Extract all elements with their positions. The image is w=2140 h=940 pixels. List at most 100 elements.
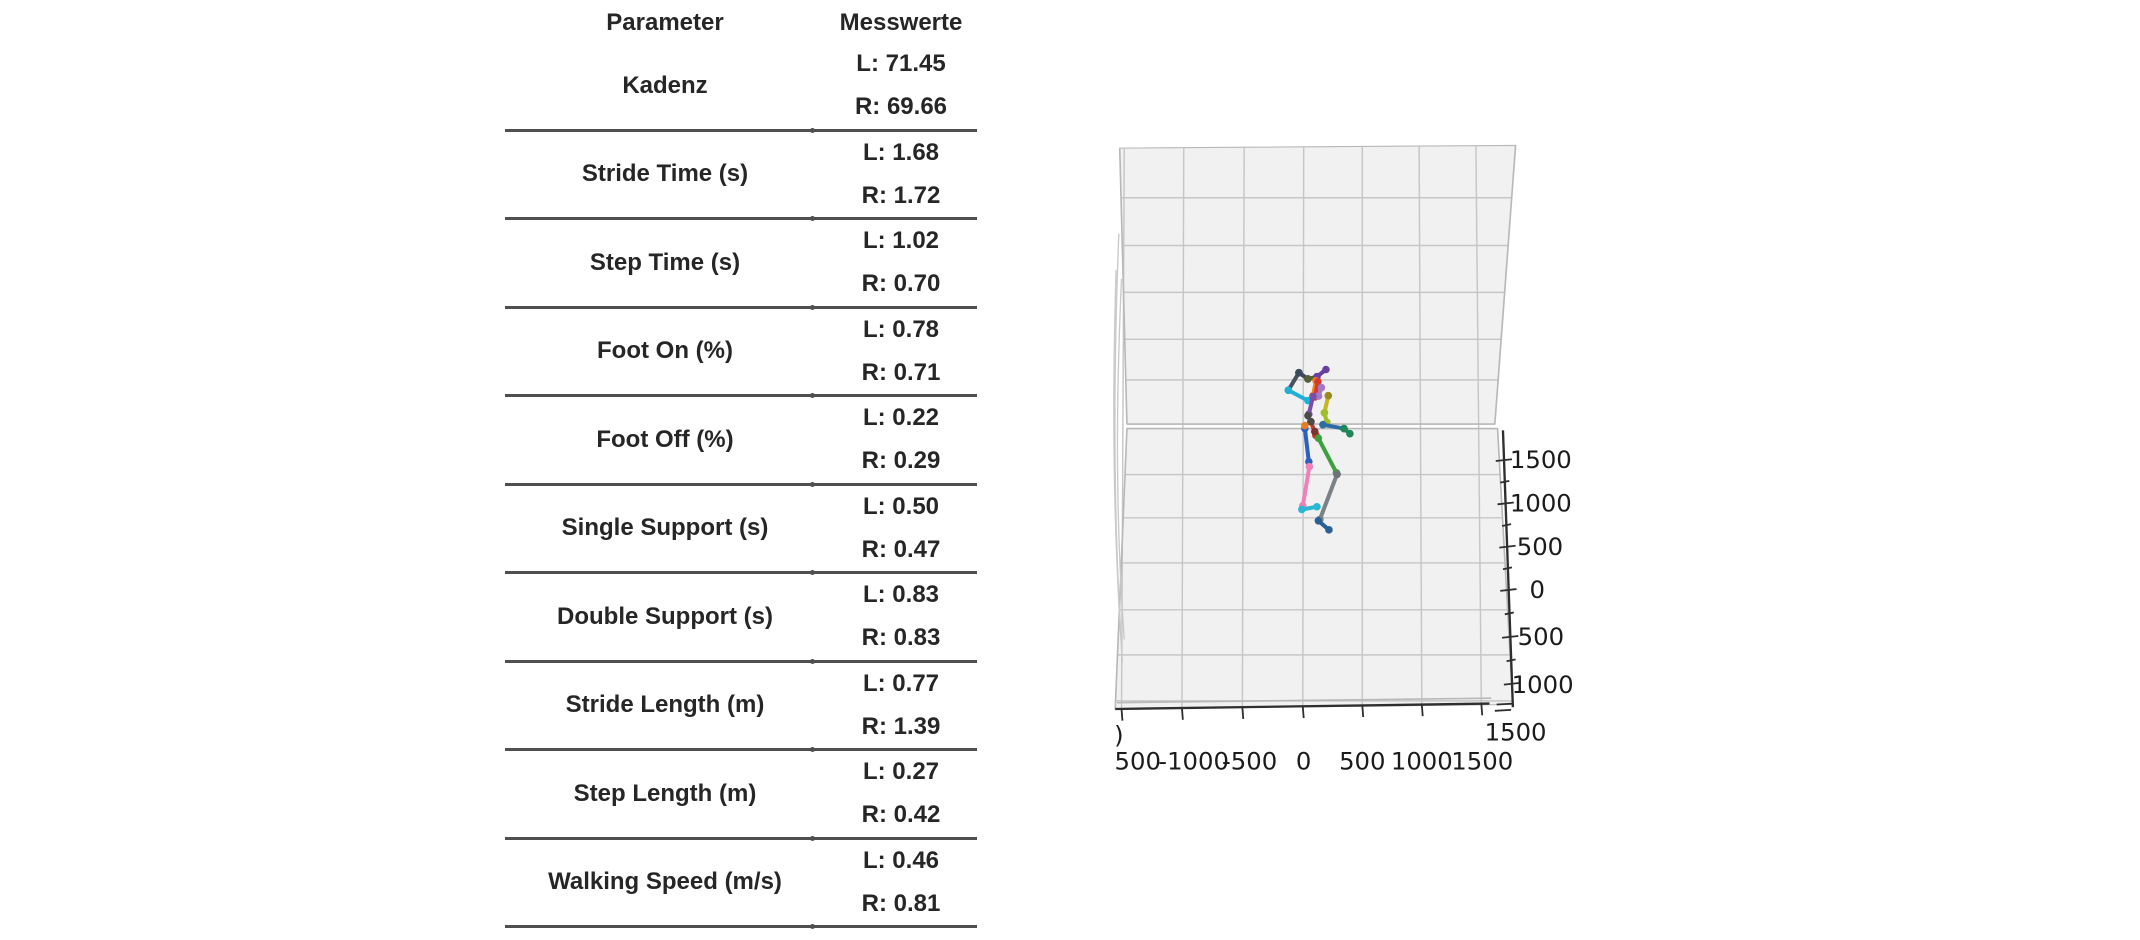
parameter-name: Foot Off (%) bbox=[596, 425, 734, 453]
grid-line bbox=[1475, 145, 1483, 705]
axis-tick bbox=[1502, 566, 1513, 571]
parameter-table: Parameter Messwerte Kadenz L: 71.45 R: 69.… bbox=[505, 2, 977, 929]
column-header-parameter: Parameter bbox=[606, 8, 724, 36]
parameter-name: Single Support (s) bbox=[561, 514, 769, 542]
skeleton-joint bbox=[1284, 386, 1293, 395]
pane-edge bbox=[1118, 148, 1128, 425]
right-value: R: 0.81 bbox=[861, 889, 941, 917]
parameter-name: Step Length (m) bbox=[573, 779, 757, 807]
skeleton-joint bbox=[1314, 377, 1322, 386]
left-value: L: 0.46 bbox=[862, 846, 940, 874]
table-body: Kadenz L: 71.45 R: 69.66 Stride Time (s) L: … bbox=[505, 43, 977, 929]
measured-values: L: 0.50 R: 0.47 bbox=[825, 486, 977, 572]
axis-tick bbox=[1120, 708, 1124, 721]
axis-tick bbox=[1301, 706, 1305, 719]
axis-tick-label: ) bbox=[1114, 720, 1124, 749]
axis-tick-label: -500 bbox=[1222, 746, 1277, 775]
axis-tick bbox=[1500, 588, 1517, 592]
measured-values: L: 0.78 R: 0.71 bbox=[825, 309, 977, 395]
axis-tick-label: 1000 bbox=[1510, 489, 1572, 518]
skeleton-joint bbox=[1310, 427, 1319, 436]
axis-tick-label: 500 bbox=[1518, 622, 1564, 651]
skeleton-joint bbox=[1340, 424, 1348, 433]
table-row: Step Length (m) L: 0.27 R: 0.42 bbox=[505, 751, 977, 840]
axis-tick-label: -1000 bbox=[1158, 746, 1229, 775]
skeleton-joint bbox=[1317, 383, 1326, 392]
measured-values: L: 1.02 R: 0.70 bbox=[825, 220, 977, 306]
parameter-name: Walking Speed (m/s) bbox=[548, 868, 782, 896]
pane-edge-curve bbox=[1114, 233, 1124, 663]
measured-values: L: 0.77 R: 1.39 bbox=[825, 663, 977, 749]
table-row: Single Support (s) L: 0.50 R: 0.47 bbox=[505, 486, 977, 575]
axis-tick bbox=[1501, 635, 1519, 639]
parameter-name: Kadenz bbox=[622, 71, 708, 99]
parameter-name: Foot On (%) bbox=[597, 337, 733, 365]
measured-values: L: 71.45 R: 69.66 bbox=[825, 43, 977, 129]
table-row: Foot On (%) L: 0.78 R: 0.71 bbox=[505, 309, 977, 398]
parameter-name: Step Time (s) bbox=[589, 248, 741, 276]
right-value: R: 1.39 bbox=[861, 712, 941, 740]
axis-tick bbox=[1497, 501, 1514, 506]
right-value: R: 0.29 bbox=[861, 447, 941, 475]
skeleton-joint bbox=[1295, 368, 1303, 377]
table-row: Stride Time (s) L: 1.68 R: 1.72 bbox=[505, 132, 977, 221]
axis-tick-label: 1000 bbox=[1512, 670, 1574, 699]
pane-edge-curve bbox=[1116, 278, 1125, 640]
table-row: Kadenz L: 71.45 R: 69.66 bbox=[505, 43, 977, 132]
skeleton-segment-thigh-left bbox=[1302, 426, 1311, 464]
axis-tick-label: 1500 bbox=[1510, 445, 1572, 474]
parameter-name: Double Support (s) bbox=[557, 602, 773, 630]
left-value: L: 1.02 bbox=[862, 227, 940, 255]
skeleton-segment-shin-right bbox=[1317, 472, 1340, 522]
pane-edge bbox=[1494, 145, 1517, 425]
left-value: L: 0.27 bbox=[862, 758, 940, 786]
axis-tick bbox=[1494, 709, 1512, 712]
table-header: Parameter Messwerte bbox=[505, 2, 977, 43]
right-value: R: 0.47 bbox=[861, 535, 941, 563]
parameter-name: Stride Length (m) bbox=[565, 691, 765, 719]
left-value: L: 1.68 bbox=[862, 138, 940, 166]
axis-tick bbox=[1496, 702, 1513, 706]
axis-tick bbox=[1420, 704, 1424, 717]
skeleton-joint bbox=[1346, 429, 1354, 438]
axis-tick-label: 500 bbox=[1517, 532, 1563, 561]
skeleton-joint bbox=[1304, 375, 1312, 383]
right-value: R: 0.70 bbox=[861, 270, 941, 298]
measured-values: L: 1.68 R: 1.72 bbox=[825, 132, 977, 218]
axis-tick-label: 0 bbox=[1529, 575, 1544, 604]
skeleton-joint bbox=[1314, 392, 1323, 400]
axis-tick bbox=[1241, 707, 1245, 719]
skeleton-joint bbox=[1301, 421, 1309, 430]
axis-tick-label: 500 bbox=[1339, 746, 1385, 775]
grid-line bbox=[1241, 147, 1245, 708]
floor-pane bbox=[1114, 428, 1514, 710]
right-value: R: 69.66 bbox=[854, 93, 948, 121]
axis-tick bbox=[1361, 705, 1365, 718]
left-value: L: 0.77 bbox=[862, 669, 940, 697]
skeleton-joint bbox=[1314, 517, 1323, 525]
measured-values: L: 0.83 R: 0.83 bbox=[825, 574, 977, 660]
skeleton-joint bbox=[1322, 365, 1330, 374]
skeleton-joint bbox=[1324, 391, 1333, 400]
table-row: Foot Off (%) L: 0.22 R: 0.29 bbox=[505, 397, 977, 486]
skeleton-joint bbox=[1320, 408, 1329, 417]
axis-tick-label: 1500 bbox=[1485, 718, 1547, 747]
left-value: L: 71.45 bbox=[856, 50, 946, 78]
axis-tick bbox=[1504, 611, 1514, 616]
measured-values: L: 0.27 R: 0.42 bbox=[825, 751, 977, 837]
axis-tick bbox=[1480, 703, 1484, 716]
axis-spine bbox=[1115, 702, 1490, 711]
skeleton-joint bbox=[1319, 420, 1327, 429]
pane-edge bbox=[1114, 428, 1128, 710]
right-value: R: 1.72 bbox=[861, 181, 941, 209]
axis-tick bbox=[1500, 479, 1510, 484]
left-value: L: 0.83 bbox=[862, 581, 940, 609]
column-header-messwerte: Messwerte bbox=[839, 8, 963, 36]
table-row: Stride Length (m) L: 0.77 R: 1.39 bbox=[505, 663, 977, 752]
axis-tick bbox=[1501, 523, 1512, 527]
skeleton-joint bbox=[1298, 505, 1306, 514]
axis-tick-label: 500 bbox=[1115, 746, 1161, 775]
axis-tick-label: 0 bbox=[1296, 746, 1311, 775]
